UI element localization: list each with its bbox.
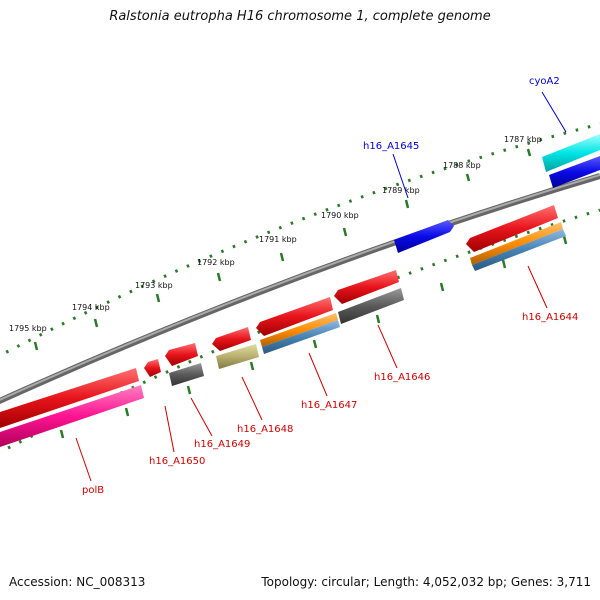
feature-orange-1644 — [470, 222, 563, 265]
inner-tick-6 — [249, 361, 255, 371]
label-h16-A1646: h16_A1646 — [374, 372, 430, 383]
label-h16-A1647: h16_A1647 — [301, 400, 357, 411]
scale-label: 1788 kbp — [443, 161, 481, 170]
label-h16-A1648: h16_A1648 — [237, 424, 293, 435]
gene-polB — [0, 385, 144, 447]
label-h16-A1645: h16_A1645 — [363, 141, 419, 152]
gene-polB-red — [0, 368, 139, 428]
label-h16-A1650: h16_A1650 — [149, 456, 205, 467]
tick-1787 — [526, 148, 532, 157]
leader-cyoA2 — [541, 91, 567, 133]
outer-major-ticks — [33, 148, 532, 351]
tick-1792 — [216, 272, 222, 282]
inner-major-ticks — [59, 235, 568, 439]
feature-steel-1647 — [262, 320, 340, 354]
leader-h16-A1646 — [377, 324, 398, 369]
genome-summary-text: Topology: circular; Length: 4,052,032 bp… — [261, 575, 591, 589]
label-polB: polB — [82, 485, 104, 496]
scale-label: 1794 kbp — [72, 303, 110, 312]
map-title: Ralstonia eutropha H16 chromosome 1, com… — [109, 9, 491, 24]
inner-scale-dots — [7, 208, 600, 450]
scale-label: 1790 kbp — [321, 211, 359, 220]
gene-h16-A1646-red — [334, 270, 399, 304]
outer-scale-dots — [0, 122, 600, 358]
leader-h16-A1647 — [308, 352, 328, 397]
tick-1795 — [33, 341, 39, 351]
inner-tick-4 — [375, 314, 381, 324]
backbone-highlight — [0, 174, 600, 401]
gene-h16-A1648-red — [212, 327, 251, 351]
feature-steel-1644 — [472, 229, 566, 271]
leader-h16-A1644 — [527, 265, 548, 309]
tick-1791 — [279, 252, 285, 262]
scale-label: 1789 kbp — [382, 186, 420, 195]
gene-h16-A1646-grey — [338, 288, 404, 324]
label-cyoA2: cyoA2 — [529, 76, 560, 87]
feature-orange-1647 — [260, 313, 338, 347]
inner-tick-7 — [186, 385, 192, 395]
tick-1793 — [155, 293, 161, 303]
gene-blue-forward-2 — [549, 156, 600, 188]
leader-h16-A1645 — [392, 153, 409, 199]
leader-h16-A1648 — [241, 376, 263, 421]
leader-polB — [75, 437, 92, 482]
inner-tick-2 — [501, 259, 507, 269]
tick-1789 — [404, 199, 410, 209]
tick-1788 — [465, 173, 471, 182]
inner-tick-5 — [312, 339, 318, 349]
inner-tick-3 — [439, 282, 445, 292]
leader-h16-A1649 — [190, 397, 213, 437]
label-leader-lines — [75, 91, 567, 482]
gene-cyoA2 — [542, 134, 600, 172]
gene-labels: cyoA2 h16_A1645 h16_A1644 h16_A1646 h16_… — [82, 76, 578, 496]
tick-1794 — [93, 318, 99, 328]
gene-h16-A1645 — [394, 220, 454, 253]
gene-h16-A1648-khaki — [216, 344, 259, 369]
gene-h16-A1650 — [144, 359, 161, 377]
accession-text: Accession: NC_008313 — [9, 575, 146, 589]
gene-h16-A1647-red — [256, 297, 333, 336]
label-h16-A1644: h16_A1644 — [522, 312, 578, 323]
chromosome-backbone — [0, 173, 600, 405]
scale-label: 1793 kbp — [135, 281, 173, 290]
scale-label: 1795 kbp — [9, 324, 47, 333]
gene-h16-A1649-red — [165, 343, 198, 366]
gene-h16-A1644 — [466, 205, 558, 252]
inner-tick-1 — [562, 235, 568, 245]
gene-h16-A1649-grey — [169, 363, 204, 386]
scale-label: 1791 kbp — [259, 235, 297, 244]
scale-label: 1792 kbp — [197, 258, 235, 267]
inner-tick-9 — [59, 429, 65, 439]
label-h16-A1649: h16_A1649 — [194, 439, 250, 450]
tick-1790 — [342, 227, 348, 237]
leader-h16-A1650 — [164, 405, 175, 453]
scale-label: 1787 kbp — [504, 135, 542, 144]
inner-tick-8 — [124, 407, 130, 417]
scale-labels: 1787 kbp 1788 kbp 1789 kbp 1790 kbp 1791… — [9, 135, 542, 333]
